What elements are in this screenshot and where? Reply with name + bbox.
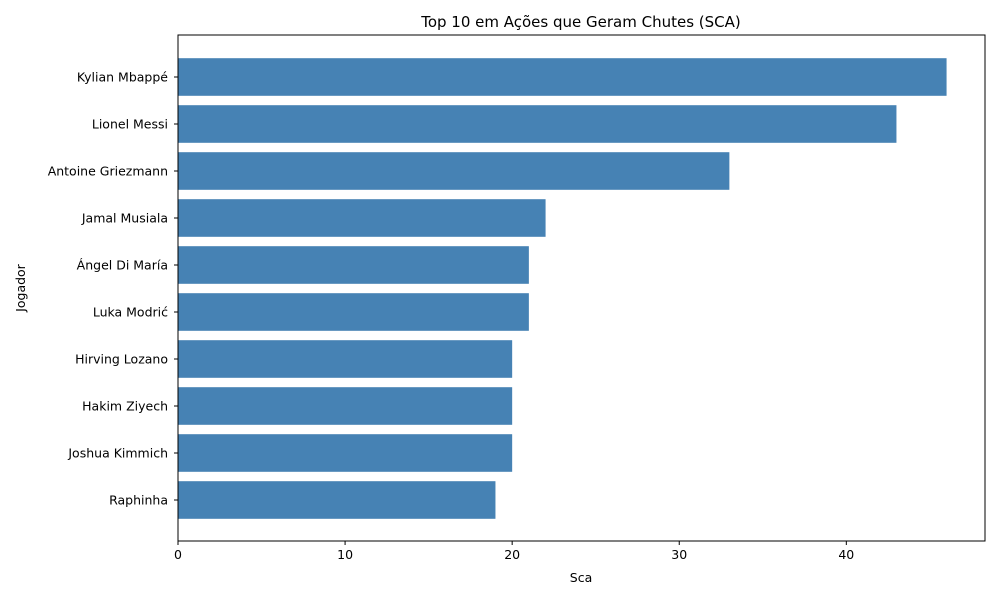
bar — [178, 481, 496, 519]
y-tick-label: Lionel Messi — [92, 117, 168, 132]
x-tick-label: 30 — [671, 547, 687, 562]
bar — [178, 387, 513, 425]
y-axis-label: Jogador — [13, 263, 28, 313]
y-tick-label: Raphinha — [109, 493, 168, 508]
bar — [178, 58, 947, 96]
x-tick-label: 20 — [504, 547, 520, 562]
y-tick-label: Joshua Kimmich — [67, 446, 168, 461]
x-tick-label: 40 — [838, 547, 854, 562]
chart-title: Top 10 em Ações que Geram Chutes (SCA) — [420, 13, 741, 31]
y-tick-label: Jamal Musiala — [81, 211, 168, 226]
y-tick-label: Hakim Ziyech — [82, 399, 168, 414]
y-tick-label: Hirving Lozano — [75, 352, 168, 367]
y-tick-label: Ángel Di María — [77, 258, 168, 273]
x-tick-label: 0 — [174, 547, 182, 562]
y-ticks-group: Kylian Mbappé Lionel Messi Antoine Griezma… — [48, 70, 178, 508]
x-axis-label: Sca — [570, 570, 592, 585]
bar — [178, 434, 513, 472]
y-tick-label: Kylian Mbappé — [77, 70, 168, 85]
y-tick-label: Luka Modrić — [93, 305, 168, 320]
y-tick-label: Antoine Griezmann — [48, 164, 168, 179]
plot-frame — [177, 34, 986, 542]
bar — [178, 105, 897, 143]
x-ticks-group: 0 10 20 30 40 — [174, 541, 854, 562]
bar — [178, 340, 513, 378]
bar — [178, 293, 529, 331]
bars-group — [178, 58, 947, 519]
bar — [178, 199, 546, 237]
bar — [178, 152, 730, 190]
x-tick-label: 10 — [337, 547, 353, 562]
bar — [178, 246, 529, 284]
